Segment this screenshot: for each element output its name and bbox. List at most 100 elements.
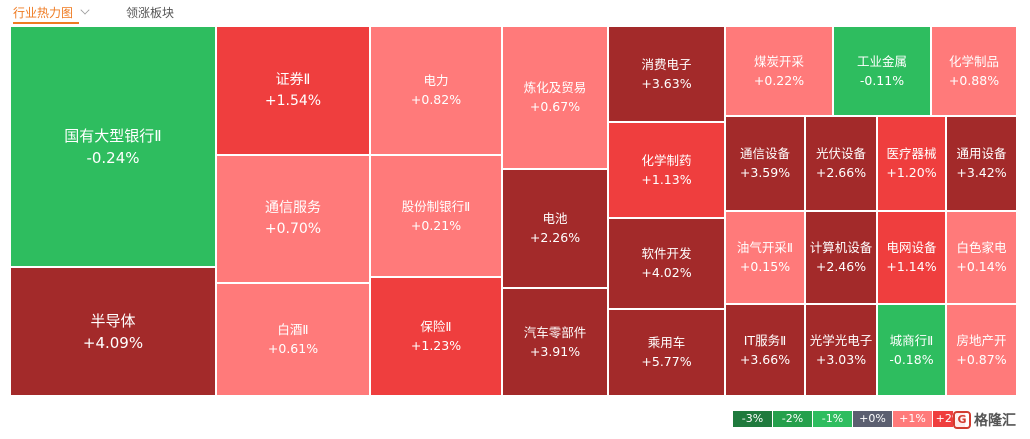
sector-name: 通信服务 bbox=[265, 200, 321, 216]
sector-change: +0.15% bbox=[739, 259, 791, 274]
sector-change: +3.66% bbox=[739, 351, 791, 367]
active-tab-underline bbox=[13, 22, 79, 24]
sector-cell[interactable]: 乘用车 +5.77% bbox=[608, 309, 725, 396]
sector-change: +1.20% bbox=[886, 165, 937, 180]
sector-cell[interactable]: 光伏设备 +2.66% bbox=[805, 116, 877, 211]
legend-swatch: -1% bbox=[813, 411, 852, 427]
sector-change: -0.11% bbox=[859, 72, 905, 88]
industry-heatmap: 国有大型银行Ⅱ -0.24% 半导体 +4.09% 证券Ⅱ +1.54% 通信服务 +0.70… bbox=[10, 26, 1017, 396]
sector-cell[interactable]: 电力 +0.82% bbox=[370, 26, 502, 155]
sector-cell[interactable]: 汽车零部件 +3.91% bbox=[502, 288, 608, 396]
sector-name: 光学光电子 bbox=[809, 332, 873, 348]
sector-name: 软件开发 bbox=[641, 246, 692, 261]
sector-change: +3.03% bbox=[815, 351, 867, 367]
sector-cell[interactable]: 电网设备 +1.14% bbox=[877, 211, 946, 304]
sector-name: 白色家电 bbox=[956, 240, 1007, 255]
legend-swatch: +0% bbox=[853, 411, 892, 427]
sector-name: 炼化及贸易 bbox=[523, 80, 587, 95]
sector-name: 煤炭开采 bbox=[753, 53, 804, 69]
sector-name: 计算机设备 bbox=[809, 240, 873, 255]
sector-name: 通用设备 bbox=[956, 146, 1007, 161]
sector-cell[interactable]: 白酒Ⅱ +0.61% bbox=[216, 283, 370, 396]
sector-cell[interactable]: 白色家电 +0.14% bbox=[946, 211, 1017, 304]
sector-cell[interactable]: 通用设备 +3.42% bbox=[946, 116, 1017, 211]
sector-change: +1.14% bbox=[886, 259, 937, 274]
sector-name: 国有大型银行Ⅱ bbox=[64, 126, 162, 145]
color-legend: -3% -2% -1% +0% +1% +2% bbox=[733, 411, 966, 427]
sector-cell[interactable]: 计算机设备 +2.46% bbox=[805, 211, 877, 304]
sector-change: +3.63% bbox=[641, 75, 692, 91]
sector-change: +0.14% bbox=[956, 259, 1007, 274]
sector-name: 油气开采Ⅱ bbox=[736, 240, 794, 255]
sector-cell[interactable]: 通信服务 +0.70% bbox=[216, 155, 370, 283]
sector-cell[interactable]: 光学光电子 +3.03% bbox=[805, 304, 877, 396]
sector-change: +1.13% bbox=[641, 171, 692, 187]
sector-change: +0.82% bbox=[410, 92, 462, 107]
logo-text: 格隆汇 bbox=[974, 413, 1016, 429]
sector-name: 股份制银行Ⅱ bbox=[401, 198, 471, 214]
legend-swatch: +1% bbox=[893, 411, 932, 427]
sector-name: 通信设备 bbox=[739, 146, 790, 161]
sector-change: +3.91% bbox=[529, 343, 581, 359]
legend-swatch: -2% bbox=[773, 411, 812, 427]
sector-cell[interactable]: 油气开采Ⅱ +0.15% bbox=[725, 211, 805, 304]
sector-cell[interactable]: 证券Ⅱ +1.54% bbox=[216, 26, 370, 155]
sector-cell[interactable]: 化学制品 +0.88% bbox=[931, 26, 1017, 116]
sector-cell[interactable]: 工业金属 -0.11% bbox=[833, 26, 931, 116]
sector-change: +3.42% bbox=[956, 165, 1007, 180]
sector-cell[interactable]: 国有大型银行Ⅱ -0.24% bbox=[10, 26, 216, 267]
sector-name: 光伏设备 bbox=[815, 146, 866, 161]
sector-change: +0.22% bbox=[753, 72, 805, 88]
sector-cell[interactable]: 煤炭开采 +0.22% bbox=[725, 26, 833, 116]
sector-change: +2.66% bbox=[815, 165, 867, 180]
tab-leading-sectors[interactable]: 领涨板块 bbox=[126, 6, 175, 20]
sector-cell[interactable]: 股份制银行Ⅱ +0.21% bbox=[370, 155, 502, 277]
sector-cell[interactable]: 炼化及贸易 +0.67% bbox=[502, 26, 608, 169]
sector-change: +0.88% bbox=[948, 72, 1000, 88]
sector-change: +4.09% bbox=[82, 333, 144, 352]
tab-industry-heatmap[interactable]: 行业热力图 bbox=[13, 6, 74, 20]
sector-name: 化学制品 bbox=[948, 53, 999, 69]
sector-name: 房地产开 bbox=[956, 332, 1007, 348]
sector-cell[interactable]: 通信设备 +3.59% bbox=[725, 116, 805, 211]
sector-name: 工业金属 bbox=[856, 53, 907, 69]
sector-change: +0.87% bbox=[956, 351, 1007, 367]
sector-change: +3.59% bbox=[739, 165, 791, 180]
sector-name: 汽车零部件 bbox=[523, 324, 587, 340]
sector-change: +2.26% bbox=[529, 230, 581, 245]
sector-change: -0.24% bbox=[86, 148, 140, 167]
sector-change: +0.21% bbox=[410, 217, 462, 233]
sector-name: 消费电子 bbox=[641, 56, 692, 72]
sector-cell[interactable]: 房地产开 +0.87% bbox=[946, 304, 1017, 396]
sector-cell[interactable]: 半导体 +4.09% bbox=[10, 267, 216, 396]
sector-name: 电网设备 bbox=[886, 240, 937, 255]
sector-name: IT服务Ⅱ bbox=[743, 332, 787, 348]
sector-cell[interactable]: 消费电子 +3.63% bbox=[608, 26, 725, 122]
sector-cell[interactable]: 电池 +2.26% bbox=[502, 169, 608, 288]
sector-name: 乘用车 bbox=[647, 335, 686, 350]
logo-icon: G bbox=[953, 411, 971, 429]
sector-name: 证券Ⅱ bbox=[275, 71, 311, 88]
sector-cell[interactable]: 软件开发 +4.02% bbox=[608, 218, 725, 309]
sector-name: 半导体 bbox=[90, 311, 136, 330]
sector-change: +0.67% bbox=[529, 99, 581, 114]
sector-name: 白酒Ⅱ bbox=[277, 322, 309, 337]
sector-cell[interactable]: 保险Ⅱ +1.23% bbox=[370, 277, 502, 396]
sector-name: 电池 bbox=[542, 211, 568, 226]
sector-cell[interactable]: 医疗器械 +1.20% bbox=[877, 116, 946, 211]
sector-cell[interactable]: 化学制药 +1.13% bbox=[608, 122, 725, 218]
sector-change: +2.46% bbox=[815, 259, 867, 274]
brand-logo: G 格隆汇 bbox=[953, 410, 1016, 430]
sector-change: +4.02% bbox=[641, 265, 692, 280]
sector-cell[interactable]: 城商行Ⅱ -0.18% bbox=[877, 304, 946, 396]
sector-name: 电力 bbox=[423, 73, 449, 88]
sector-name: 城商行Ⅱ bbox=[889, 332, 934, 348]
sector-change: -0.18% bbox=[889, 351, 934, 367]
sector-cell[interactable]: IT服务Ⅱ +3.66% bbox=[725, 304, 805, 396]
sector-name: 化学制药 bbox=[641, 152, 692, 168]
sector-change: +0.70% bbox=[264, 221, 322, 237]
sector-change: +1.23% bbox=[410, 338, 462, 353]
sector-change: +0.61% bbox=[267, 341, 319, 356]
sector-name: 保险Ⅱ bbox=[420, 319, 452, 334]
chevron-down-icon[interactable] bbox=[80, 5, 90, 15]
